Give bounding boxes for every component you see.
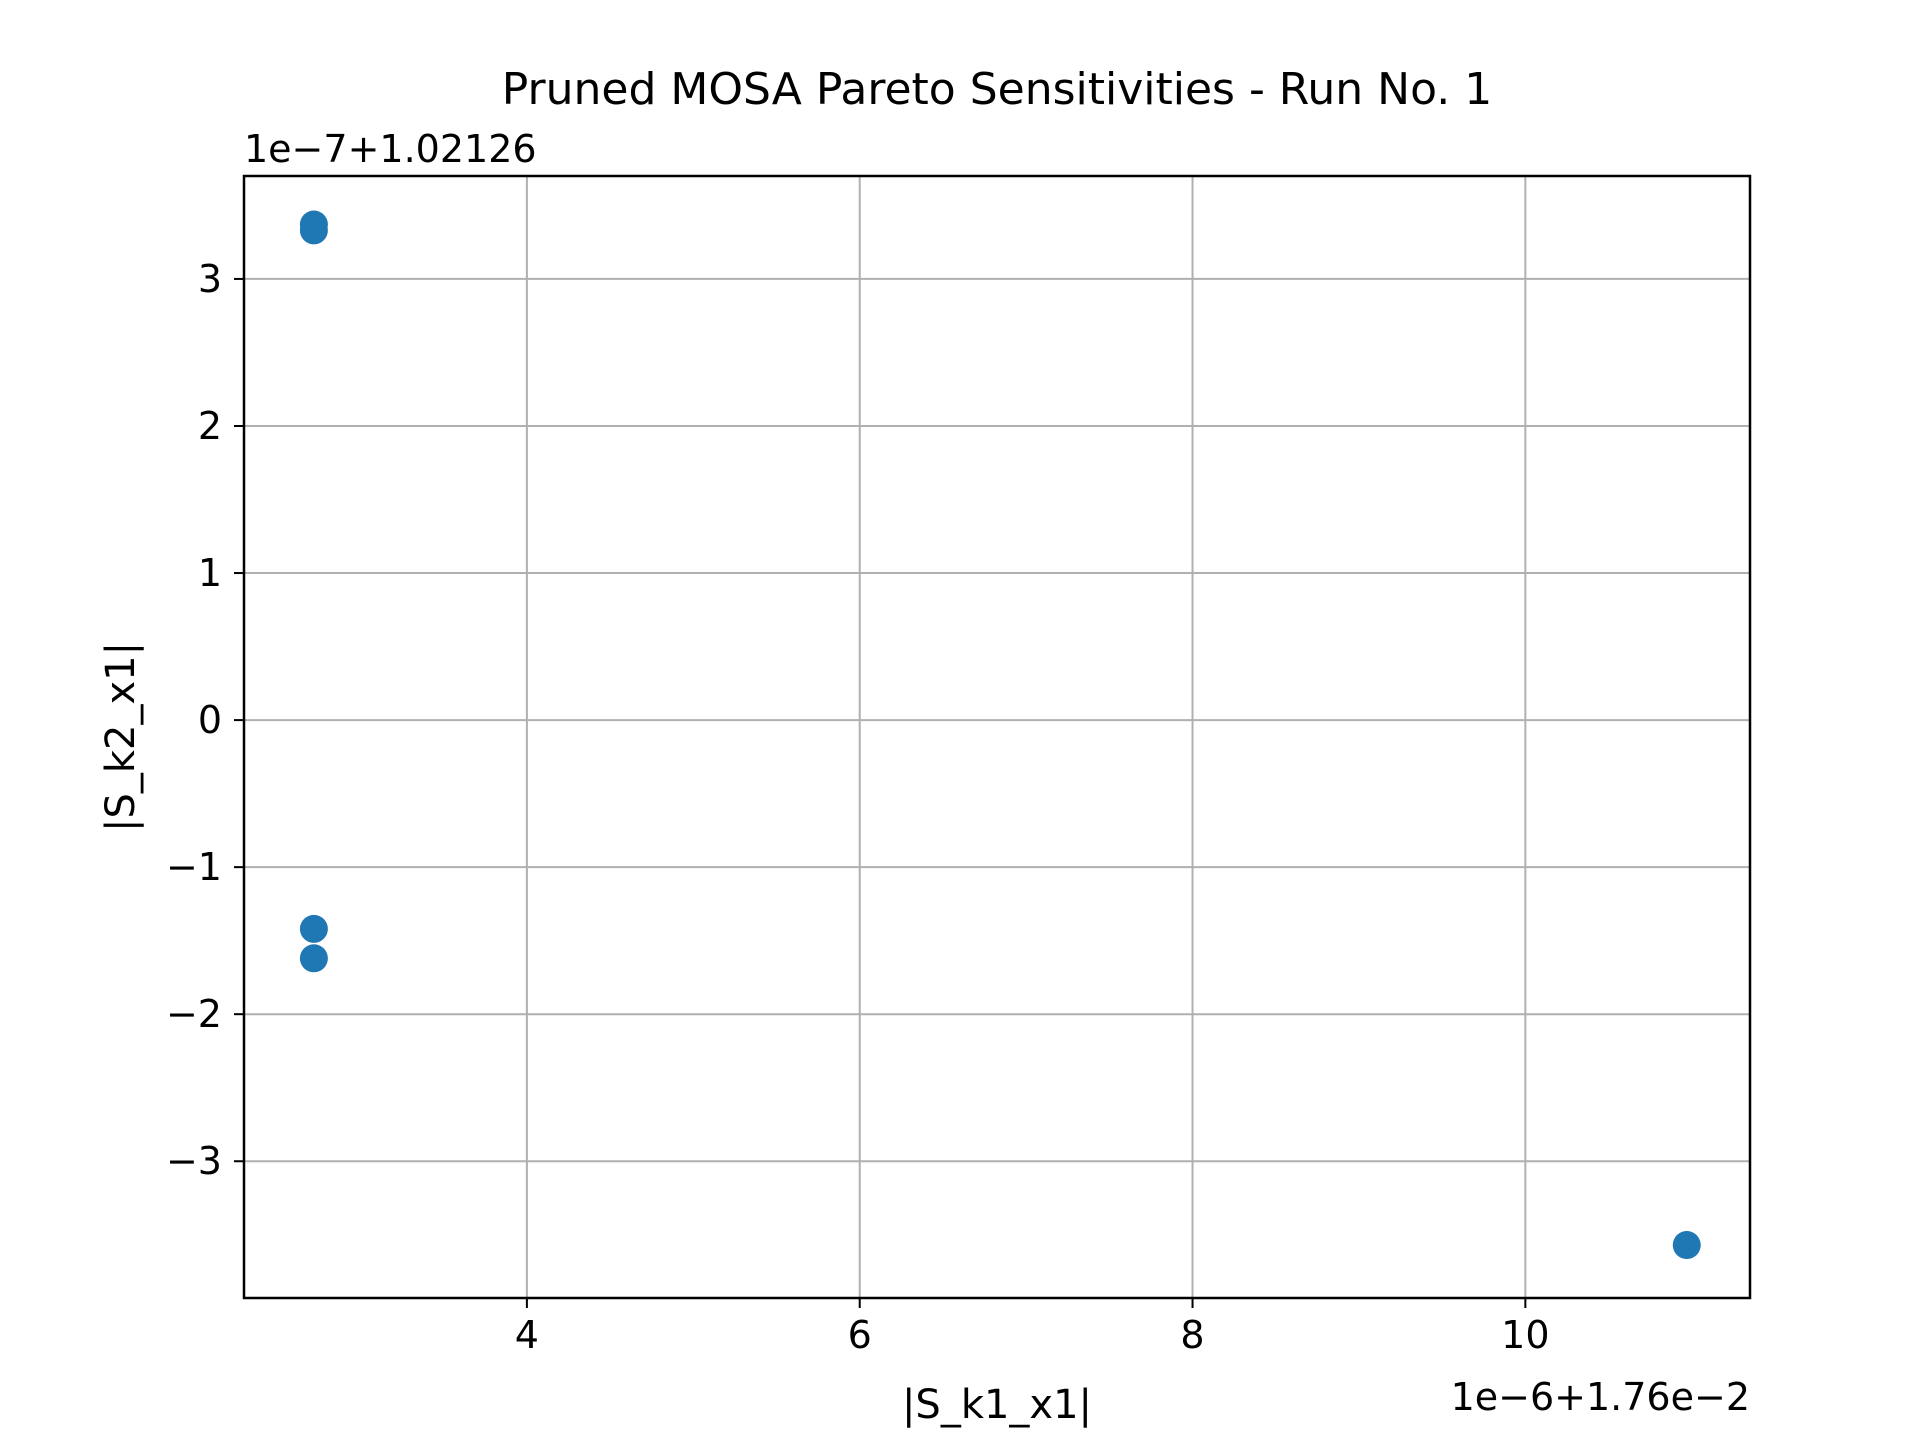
y-tick-label: 0	[198, 698, 222, 742]
axes-frame	[242, 174, 1752, 1300]
grid	[244, 176, 1750, 1298]
y-tick-label: 1	[198, 551, 222, 595]
scatter-point	[299, 216, 328, 245]
x-tick-label: 6	[848, 1313, 872, 1357]
y-tick-label: 3	[198, 257, 222, 301]
chart-title: Pruned MOSA Pareto Sensitivities - Run N…	[502, 64, 1492, 115]
y-tick-label: 2	[198, 404, 222, 448]
scatter-point	[299, 914, 328, 943]
y-tick-label: −1	[166, 845, 222, 889]
y-tick-label: −3	[166, 1139, 222, 1183]
scatter-point	[299, 944, 328, 973]
x-offset-label: 1e−6+1.76e−2	[1451, 1375, 1750, 1419]
scatter-points	[299, 210, 1701, 1260]
y-tick-label: −2	[166, 992, 222, 1036]
x-tick-label: 8	[1180, 1313, 1204, 1357]
scatter-point	[1672, 1231, 1701, 1260]
x-tick-label: 4	[515, 1313, 539, 1357]
x-tick-label: 10	[1501, 1313, 1549, 1357]
x-axis-label: |S_k1_x1|	[902, 1382, 1092, 1428]
y-offset-label: 1e−7+1.02126	[244, 127, 537, 171]
y-axis-label: |S_k2_x1|	[98, 642, 144, 832]
